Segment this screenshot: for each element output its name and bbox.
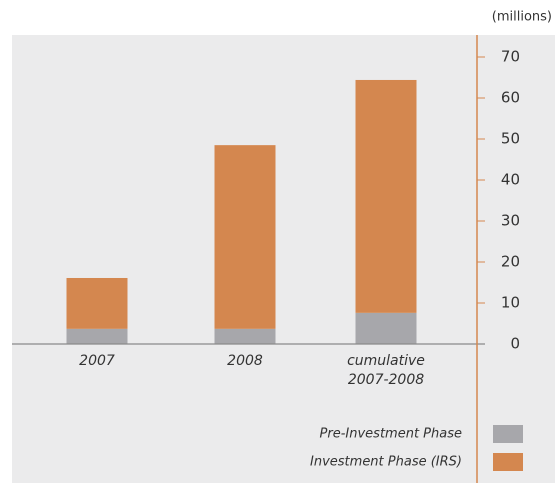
- bar-segment: [355, 312, 417, 344]
- x-tick-label: 2007: [79, 353, 115, 369]
- bar-segment: [214, 328, 276, 344]
- unit-label: (millions): [492, 10, 552, 25]
- x-tick-label: cumulative 2007-2008: [347, 353, 425, 388]
- plot-background: [12, 35, 555, 483]
- bar-segment: [66, 328, 128, 344]
- y-tick-label: 50: [501, 130, 520, 148]
- y-tick-label: 30: [501, 212, 520, 230]
- legend-label: Investment Phase (IRS): [310, 455, 462, 470]
- y-tick-label: 20: [501, 253, 520, 271]
- legend-label: Pre-Investment Phase: [320, 427, 462, 442]
- legend-swatch: [493, 425, 523, 443]
- bar-segment: [355, 79, 417, 313]
- y-tick-label: 0: [510, 335, 520, 353]
- x-tick-label: 2008: [227, 353, 263, 369]
- y-tick-label: 10: [501, 294, 520, 312]
- bar-segment: [66, 277, 128, 329]
- bar-segment: [214, 145, 276, 329]
- y-tick-label: 40: [501, 171, 520, 189]
- y-tick-label: 70: [501, 48, 520, 66]
- legend-swatch: [493, 453, 523, 471]
- y-tick-label: 60: [501, 89, 520, 107]
